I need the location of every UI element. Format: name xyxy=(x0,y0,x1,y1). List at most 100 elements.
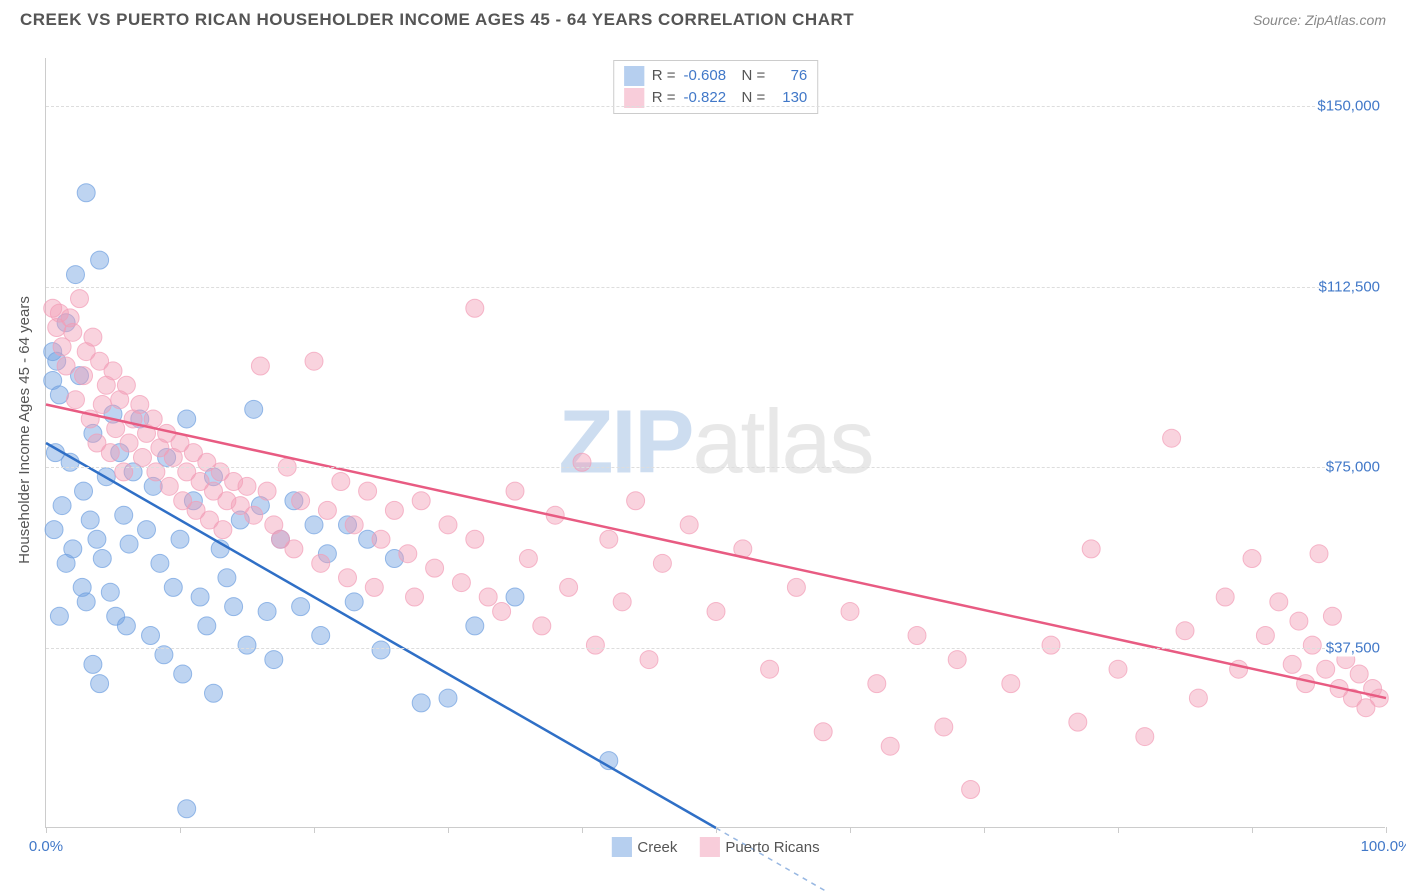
scatter-point xyxy=(50,386,68,404)
legend-series-name: Puerto Ricans xyxy=(725,839,819,856)
scatter-point xyxy=(66,266,84,284)
scatter-point xyxy=(613,593,631,611)
scatter-point xyxy=(1002,675,1020,693)
scatter-point xyxy=(600,530,618,548)
scatter-point xyxy=(345,593,363,611)
x-tick xyxy=(46,827,47,833)
scatter-point xyxy=(761,660,779,678)
scatter-point xyxy=(84,655,102,673)
scatter-point xyxy=(560,578,578,596)
x-tick xyxy=(984,827,985,833)
scatter-point xyxy=(312,554,330,572)
gridline xyxy=(46,106,1385,107)
y-tick-label: $112,500 xyxy=(1319,278,1386,295)
scatter-point xyxy=(66,391,84,409)
gridline xyxy=(46,287,1385,288)
legend-item: Creek xyxy=(611,837,677,857)
x-tick xyxy=(716,827,717,833)
scatter-point xyxy=(948,651,966,669)
series-legend: Creek Puerto Ricans xyxy=(611,837,819,857)
scatter-point xyxy=(75,482,93,500)
scatter-point xyxy=(372,641,390,659)
scatter-point xyxy=(680,516,698,534)
scatter-point xyxy=(178,410,196,428)
scatter-point xyxy=(238,477,256,495)
scatter-point xyxy=(881,737,899,755)
scatter-point xyxy=(285,540,303,558)
scatter-point xyxy=(1350,665,1368,683)
scatter-point xyxy=(174,665,192,683)
scatter-point xyxy=(131,396,149,414)
scatter-point xyxy=(238,636,256,654)
scatter-point xyxy=(77,184,95,202)
scatter-point xyxy=(84,328,102,346)
scatter-point xyxy=(77,593,95,611)
scatter-point xyxy=(439,516,457,534)
scatter-point xyxy=(117,376,135,394)
scatter-point xyxy=(1216,588,1234,606)
scatter-point xyxy=(292,598,310,616)
scatter-point xyxy=(640,651,658,669)
scatter-point xyxy=(115,463,133,481)
scatter-point xyxy=(1176,622,1194,640)
scatter-point xyxy=(935,718,953,736)
scatter-point xyxy=(144,410,162,428)
scatter-point xyxy=(787,578,805,596)
x-tick xyxy=(1118,827,1119,833)
scatter-point xyxy=(1297,675,1315,693)
legend-series-name: Creek xyxy=(637,839,677,856)
scatter-point xyxy=(1082,540,1100,558)
scatter-point xyxy=(178,800,196,818)
legend-n-value: 76 xyxy=(773,65,807,87)
scatter-point xyxy=(205,684,223,702)
legend-n-label: N = xyxy=(742,65,766,87)
scatter-point xyxy=(258,482,276,500)
scatter-point xyxy=(1163,429,1181,447)
scatter-point xyxy=(1243,550,1261,568)
scatter-point xyxy=(245,400,263,418)
scatter-point xyxy=(439,689,457,707)
scatter-point xyxy=(191,588,209,606)
scatter-point xyxy=(71,290,89,308)
scatter-point xyxy=(365,578,383,596)
scatter-point xyxy=(412,694,430,712)
x-tick xyxy=(1386,827,1387,833)
gridline xyxy=(46,648,1385,649)
scatter-point xyxy=(305,516,323,534)
scatter-point xyxy=(1109,660,1127,678)
scatter-point xyxy=(120,535,138,553)
scatter-point xyxy=(1230,660,1248,678)
scatter-point xyxy=(627,492,645,510)
scatter-point xyxy=(91,675,109,693)
scatter-point xyxy=(372,530,390,548)
scatter-point xyxy=(214,521,232,539)
scatter-point xyxy=(1069,713,1087,731)
scatter-point xyxy=(1270,593,1288,611)
scatter-point xyxy=(452,574,470,592)
scatter-point xyxy=(466,530,484,548)
x-tick xyxy=(314,827,315,833)
scatter-point xyxy=(385,501,403,519)
scatter-svg xyxy=(46,58,1385,827)
scatter-point xyxy=(707,602,725,620)
scatter-point xyxy=(265,651,283,669)
scatter-point xyxy=(101,444,119,462)
scatter-point xyxy=(318,501,336,519)
scatter-point xyxy=(245,506,263,524)
scatter-point xyxy=(164,578,182,596)
legend-swatch xyxy=(699,837,719,857)
scatter-point xyxy=(426,559,444,577)
scatter-point xyxy=(198,617,216,635)
scatter-point xyxy=(1136,728,1154,746)
scatter-point xyxy=(104,362,122,380)
scatter-point xyxy=(962,781,980,799)
scatter-point xyxy=(312,627,330,645)
scatter-point xyxy=(814,723,832,741)
scatter-point xyxy=(147,463,165,481)
scatter-point xyxy=(292,492,310,510)
legend-swatch xyxy=(624,88,644,108)
scatter-point xyxy=(1323,607,1341,625)
scatter-point xyxy=(171,530,189,548)
scatter-point xyxy=(45,521,63,539)
scatter-point xyxy=(117,617,135,635)
